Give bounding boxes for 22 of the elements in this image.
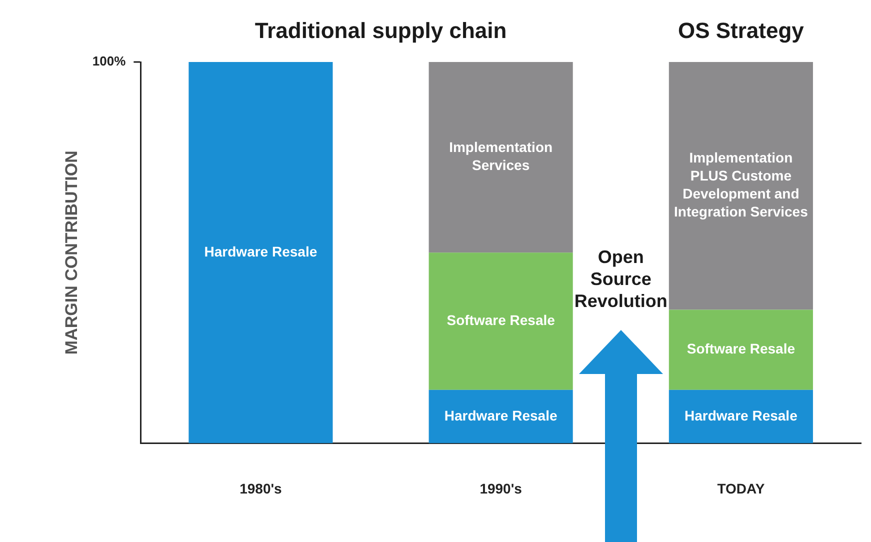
data-label: Hardware Resale bbox=[684, 407, 798, 424]
annotation: Open Source Revolution bbox=[574, 246, 668, 311]
bar bbox=[428, 62, 573, 253]
bar bbox=[668, 310, 813, 390]
y-tick-label: 100% bbox=[92, 54, 126, 69]
data-label: Implementation PLUS Custome Development and Integration Services bbox=[674, 150, 808, 220]
bar bbox=[668, 62, 813, 310]
x-tick-label: 1980's bbox=[240, 480, 282, 496]
x-tick-label: 1990's bbox=[480, 480, 522, 496]
y-axis-title: MARGIN CONTRIBUTION bbox=[62, 150, 81, 355]
chart-title: Traditional supply chain bbox=[254, 18, 507, 44]
text: OS Strategy bbox=[678, 18, 805, 44]
data-label: Software Resale bbox=[686, 340, 796, 357]
data-label: Software Resale bbox=[446, 312, 556, 328]
x-tick-label: TODAY bbox=[717, 480, 766, 496]
bar bbox=[428, 252, 573, 390]
data-label: Implementation Services bbox=[449, 139, 553, 174]
data-label: Hardware Resale bbox=[204, 243, 318, 260]
bar bbox=[668, 390, 813, 444]
data-label: Hardware Resale bbox=[444, 407, 558, 424]
bar bbox=[188, 62, 333, 444]
bar bbox=[428, 390, 573, 444]
